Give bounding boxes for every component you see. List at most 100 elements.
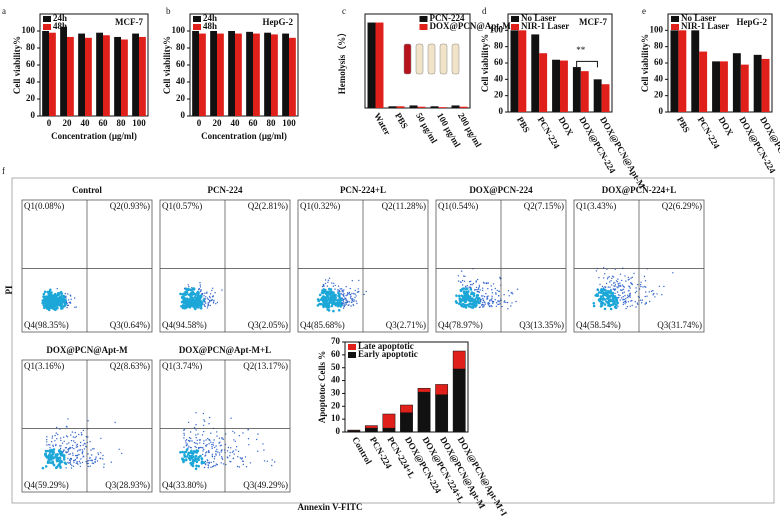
flow-dot — [69, 301, 71, 303]
flow-dot — [354, 293, 356, 295]
flow-dot — [62, 305, 66, 308]
flow-dot — [653, 292, 655, 295]
flow-dot — [232, 450, 235, 452]
flow-dot — [80, 432, 83, 434]
flow-dot — [640, 281, 642, 283]
flow-dot — [628, 295, 631, 297]
flow-dot — [60, 460, 64, 464]
flow-dot — [257, 450, 259, 452]
x-tick-label: 20 — [63, 118, 73, 128]
flow-dot — [627, 296, 630, 298]
flow-dot — [325, 298, 329, 302]
flow-dot — [247, 438, 250, 440]
flow-dot — [56, 426, 58, 429]
flow-dot — [51, 457, 55, 460]
flow-dot — [84, 443, 86, 445]
flow-dot — [486, 282, 488, 284]
flow-dot — [608, 276, 610, 278]
flow-dot — [57, 433, 59, 436]
flow-dot — [221, 437, 223, 439]
flow-dot — [616, 286, 618, 288]
flow-dot — [604, 273, 606, 275]
flow-dot — [339, 288, 341, 290]
flow-dot — [328, 277, 331, 279]
flow-dot — [353, 299, 355, 301]
bar — [409, 105, 418, 108]
flow-dot — [204, 460, 207, 463]
bar — [49, 32, 56, 117]
flow-dot — [353, 293, 355, 295]
flow-dot — [220, 462, 222, 464]
y-tick-label: 10 — [331, 413, 341, 423]
bar — [400, 404, 413, 413]
legend-label: 24h — [53, 13, 67, 23]
flow-dot — [199, 286, 202, 288]
flow-dot — [203, 305, 206, 307]
flow-dot — [468, 286, 470, 288]
flow-dot — [596, 288, 598, 291]
y-tick-label: 40 — [331, 375, 341, 385]
flow-dot — [62, 294, 65, 298]
flow-dot — [463, 275, 465, 277]
flow-dot — [477, 288, 480, 290]
flow-dot — [203, 297, 205, 299]
y-tick-label: 80 — [26, 42, 36, 52]
quadrant-label: Q3(31.74%) — [657, 320, 702, 330]
flow-dot — [91, 462, 94, 464]
flow-dot — [612, 276, 615, 278]
flow-dot — [331, 282, 333, 284]
flow-dot — [90, 459, 92, 462]
flow-dot — [339, 299, 342, 303]
flow-dot — [329, 294, 333, 298]
flow-dot — [206, 297, 209, 299]
bar — [246, 31, 253, 117]
bar — [264, 32, 271, 117]
flow-dot — [329, 288, 333, 291]
flow-dot — [607, 276, 609, 279]
y-axis-label: Apoptotoc Cells % — [317, 351, 327, 424]
flow-dot — [49, 447, 51, 449]
flow-dot — [358, 279, 360, 282]
legend-swatch — [511, 16, 519, 22]
flow-dot — [192, 288, 196, 291]
flow-dot — [74, 442, 76, 444]
flow-dot — [487, 288, 489, 290]
flow-dot — [327, 281, 329, 283]
flow-dot — [45, 298, 48, 302]
flow-dot — [615, 280, 618, 282]
flow-dot — [323, 296, 327, 299]
legend-label: DOX@PCN@Apt-M — [430, 21, 512, 31]
flow-dot — [100, 452, 102, 454]
flow-dot — [603, 277, 605, 279]
flow-dot — [200, 460, 204, 464]
flow-dot — [459, 300, 463, 303]
bar — [396, 106, 405, 108]
legend-label: Early apoptotic — [358, 349, 418, 359]
flow-dot — [663, 285, 665, 288]
flow-dot — [81, 453, 84, 455]
flow-dot — [49, 444, 51, 446]
flow-dot — [337, 289, 339, 291]
bar — [580, 71, 589, 112]
flow-dot — [356, 291, 359, 293]
flow-dot — [57, 291, 60, 295]
flow-dot — [47, 304, 50, 308]
flow-dot — [75, 446, 78, 448]
flow-dot — [203, 430, 205, 433]
flow-dot — [488, 305, 490, 307]
bar — [114, 36, 121, 117]
flow-dot — [45, 295, 49, 299]
bar — [459, 106, 468, 108]
bar — [289, 37, 296, 116]
flow-dot — [468, 281, 471, 283]
flow-dot — [606, 278, 609, 280]
flow-dot — [79, 449, 82, 451]
flow-dot — [241, 457, 243, 459]
flow-dot — [336, 299, 340, 303]
flow-dot — [635, 287, 637, 289]
flow-dot — [221, 457, 223, 459]
flow-dot — [78, 433, 80, 436]
flow-dot — [193, 427, 196, 429]
flow-dot — [342, 291, 344, 293]
flow-dot — [330, 304, 334, 308]
